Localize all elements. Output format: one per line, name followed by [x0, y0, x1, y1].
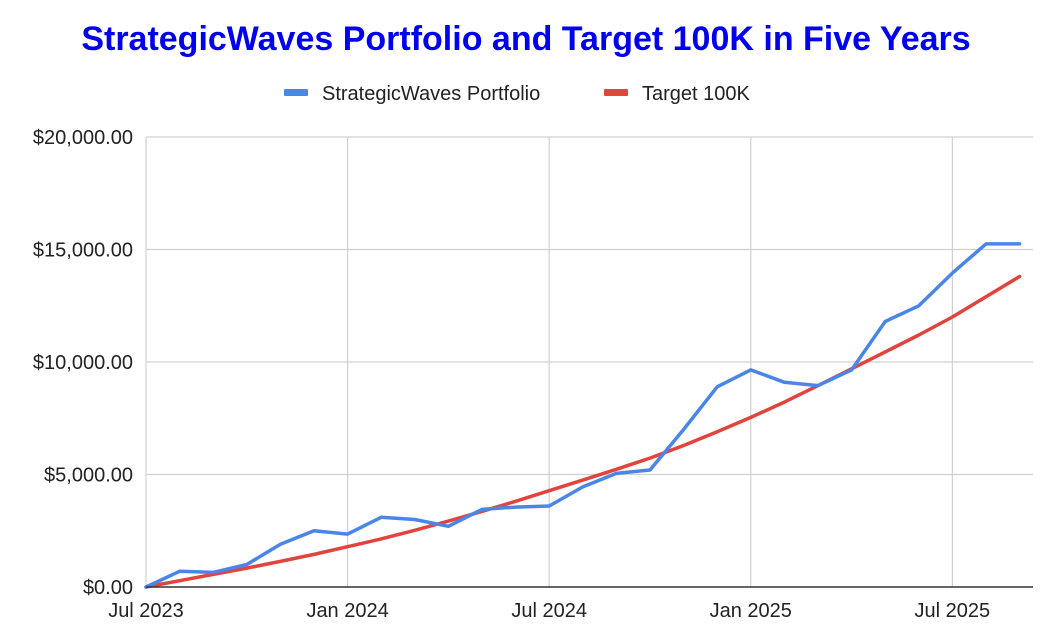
x-tick-label: Jan 2025: [710, 600, 792, 622]
x-axis-labels: Jul 2023 Jan 2024 Jul 2024 Jan 2025 Jul 2025: [108, 600, 990, 622]
y-tick-label: $20,000.00: [33, 127, 133, 149]
x-tick-label: Jul 2025: [915, 600, 991, 622]
x-tick-label: Jul 2024: [511, 600, 587, 622]
y-axis-labels: $0.00 $5,000.00 $10,000.00 $15,000.00 $20,00…: [33, 127, 133, 599]
y-tick-label: $10,000.00: [33, 352, 133, 374]
y-tick-label: $0.00: [83, 577, 133, 599]
series-line-target: [144, 274, 1022, 589]
gridlines: [145, 136, 1033, 587]
y-tick-label: $15,000.00: [33, 240, 133, 262]
x-tick-label: Jan 2024: [306, 600, 388, 622]
y-tick-label: $5,000.00: [44, 465, 133, 487]
x-tick-label: Jul 2023: [108, 600, 184, 622]
legend-swatch-target: [604, 89, 628, 96]
series-line-portfolio: [144, 242, 1022, 589]
chart-title: StrategicWaves Portfolio and Target 100K…: [81, 20, 970, 58]
legend: StrategicWaves Portfolio Target 100K: [284, 83, 751, 105]
legend-swatch-portfolio: [284, 89, 308, 96]
series-lines: [144, 242, 1022, 589]
legend-label-portfolio: StrategicWaves Portfolio: [322, 83, 540, 105]
legend-label-target: Target 100K: [642, 83, 751, 105]
